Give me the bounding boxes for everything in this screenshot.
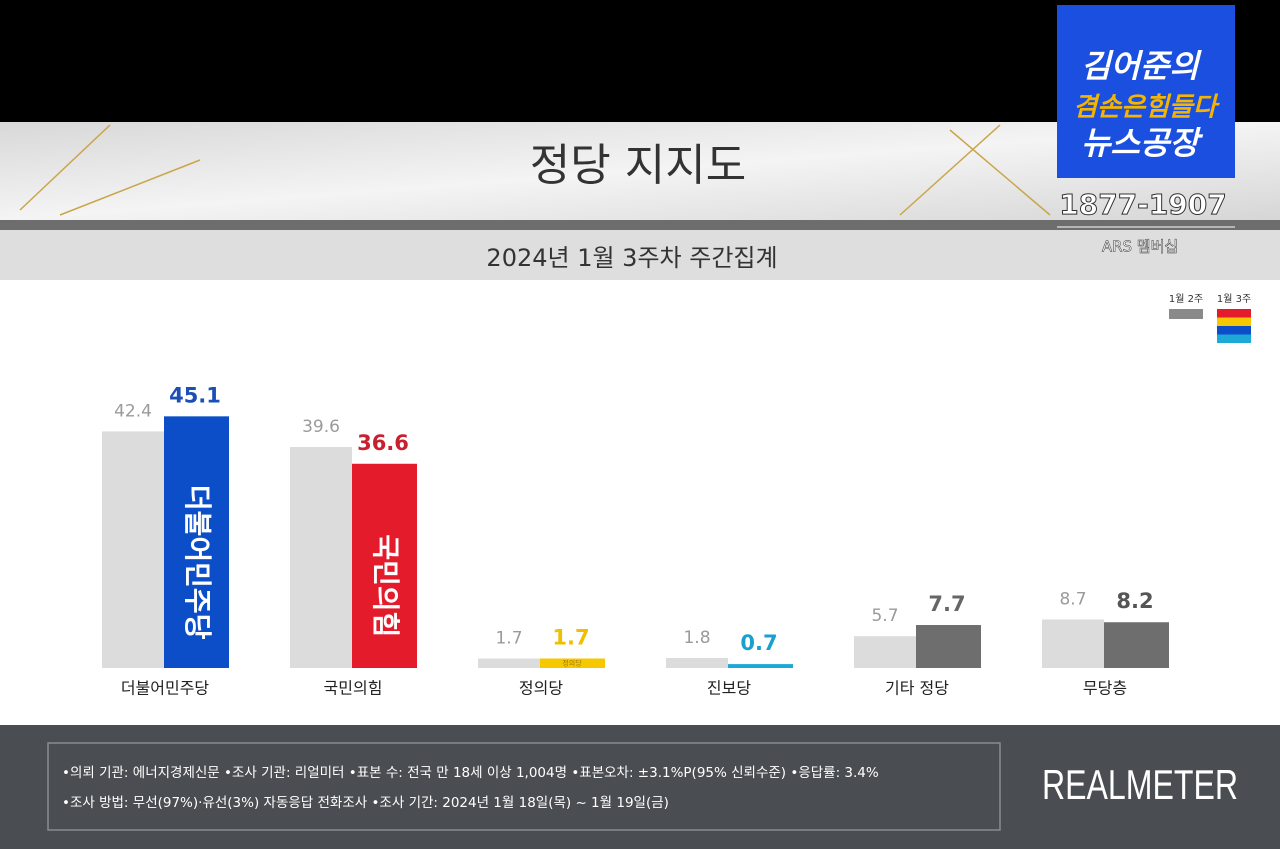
- membership: ARS 멤버십: [1102, 238, 1178, 256]
- x-tick-label: 국민의힘: [324, 679, 383, 698]
- bar: [102, 431, 164, 668]
- bar-logo: 국민의힘: [369, 534, 402, 637]
- legend-swatch: [1217, 317, 1251, 326]
- source-logo: REALMETER: [1042, 761, 1238, 808]
- bar: [478, 658, 540, 668]
- decor-lines: [19, 124, 1051, 216]
- x-tick-label: 정의당: [519, 679, 563, 698]
- notes-box: [47, 742, 1001, 831]
- note: •조사 방법: 무선(97%)·유선(3%) 자동응답 전화조사 •조사 기간:…: [62, 795, 669, 811]
- bar: [540, 658, 605, 668]
- divider: [0, 220, 1280, 230]
- bar: [728, 664, 793, 668]
- value-label: 1.8: [683, 628, 710, 648]
- chart-title: 정당 지지도: [530, 140, 746, 191]
- note: •의뢰 기관: 에너지경제신문 •조사 기관: 리얼미터 •표본 수: 전국 만…: [62, 765, 879, 781]
- value-label: 7.7: [928, 592, 965, 616]
- show-logo: [1057, 5, 1235, 178]
- legend-swatch: [1217, 309, 1251, 318]
- legend-swatch: [1217, 334, 1251, 343]
- legend-swatch: [1169, 309, 1203, 319]
- bar-logo: 정의당: [562, 658, 582, 667]
- x-tick-label: 무당층: [1083, 679, 1127, 698]
- bar: [1042, 619, 1104, 668]
- value-label: 36.6: [357, 431, 409, 455]
- value-label: 8.2: [1116, 589, 1153, 613]
- x-tick-label: 더불어민주당: [121, 679, 210, 698]
- value-label: 39.6: [302, 417, 340, 437]
- value-label: 45.1: [169, 383, 221, 407]
- show-name: 김어준의: [1081, 47, 1202, 85]
- subtitle-band: [0, 230, 1280, 280]
- value-label: 42.4: [114, 401, 152, 421]
- bar: [916, 625, 981, 668]
- x-tick-label: 기타 정당: [885, 679, 949, 698]
- value-label: 0.7: [740, 631, 777, 655]
- bar: [854, 636, 916, 668]
- show-name: 겸손은힘들다: [1073, 93, 1220, 123]
- bar-logo: 더불어민주당: [181, 485, 214, 640]
- legend-swatch: [1217, 326, 1251, 335]
- value-label: 8.7: [1059, 589, 1086, 609]
- bar: [352, 463, 417, 668]
- value-label: 1.7: [495, 629, 522, 649]
- bar: [290, 447, 352, 668]
- phone: 1877-1907: [1059, 188, 1226, 221]
- bar: [164, 416, 229, 668]
- value-label: 1.7: [552, 626, 589, 650]
- bar: [666, 657, 728, 668]
- chart-subtitle: 2024년 1월 3주차 주간집계: [486, 244, 777, 272]
- value-label: 5.7: [871, 606, 898, 626]
- legend-label: 1월 2주: [1169, 293, 1203, 305]
- show-name: 뉴스공장: [1081, 124, 1203, 162]
- legend-label: 1월 3주: [1217, 293, 1251, 305]
- bar: [1104, 622, 1169, 668]
- x-tick-label: 진보당: [707, 679, 751, 698]
- footer: [0, 725, 1280, 849]
